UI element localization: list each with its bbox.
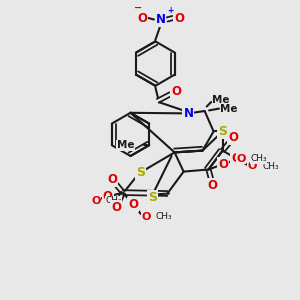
Text: O: O <box>111 201 121 214</box>
Text: O: O <box>218 158 228 171</box>
Text: Me: Me <box>117 140 134 150</box>
Text: N: N <box>183 107 194 120</box>
Text: O: O <box>171 85 182 98</box>
Text: O: O <box>248 161 257 171</box>
Text: CH₃: CH₃ <box>106 196 122 205</box>
Text: O: O <box>141 212 151 221</box>
Text: Me: Me <box>220 103 238 114</box>
Text: O: O <box>103 190 112 203</box>
Text: O: O <box>231 152 242 165</box>
Text: O: O <box>174 11 184 25</box>
Text: O: O <box>107 173 117 186</box>
Text: O: O <box>236 154 245 164</box>
Text: S: S <box>148 191 157 204</box>
Text: CH₃: CH₃ <box>262 162 279 171</box>
Text: S: S <box>218 125 227 138</box>
Text: S: S <box>136 166 145 179</box>
Text: −: − <box>134 3 142 13</box>
Text: O: O <box>91 196 101 206</box>
Text: CH₃: CH₃ <box>250 154 267 163</box>
Text: +: + <box>167 6 173 15</box>
Text: O: O <box>128 198 138 211</box>
Text: O: O <box>137 11 147 25</box>
Text: O: O <box>208 179 218 192</box>
Text: N: N <box>155 13 166 26</box>
Text: CH₃: CH₃ <box>156 212 172 221</box>
Text: Me: Me <box>212 94 230 105</box>
Text: O: O <box>228 131 239 144</box>
